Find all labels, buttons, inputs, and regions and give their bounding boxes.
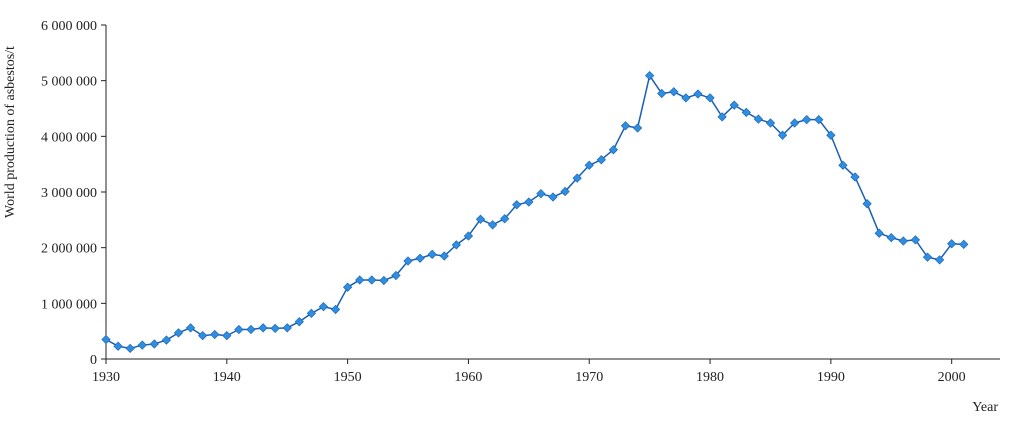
data-point <box>777 130 788 140</box>
data-point <box>282 323 292 333</box>
data-point <box>584 160 594 170</box>
data-point <box>681 93 691 103</box>
data-point <box>415 253 425 263</box>
data-point <box>741 107 751 118</box>
data-point <box>959 239 969 249</box>
y-axis-ticks: 0 1 000 000 2 000 000 3 000 000 4 000 000 5 0… <box>41 19 106 368</box>
y-tick-label: 6 000 000 <box>41 19 97 34</box>
data-point <box>850 172 860 182</box>
data-point <box>922 252 933 262</box>
data-point <box>439 251 449 261</box>
y-axis-title: World production of asbestos/t <box>3 46 18 218</box>
data-point <box>149 339 159 349</box>
data-point <box>536 189 546 199</box>
x-axis-title: Year <box>972 400 998 415</box>
data-point <box>318 302 329 312</box>
data-point <box>125 343 135 354</box>
data-point <box>838 160 848 170</box>
data-point <box>234 324 244 335</box>
data-point <box>947 239 957 249</box>
data-point <box>342 282 353 292</box>
data-point <box>198 330 208 341</box>
data-point <box>645 71 655 81</box>
data-point <box>270 323 280 334</box>
data-point <box>500 214 510 224</box>
x-tick-label: 2000 <box>938 370 966 385</box>
y-tick-label: 4 000 000 <box>41 130 97 145</box>
data-point <box>548 192 558 202</box>
y-tick-label: 1 000 000 <box>41 297 97 312</box>
data-point <box>246 324 256 335</box>
x-axis-ticks: 1930 1940 1950 1960 1970 1980 1990 2000 <box>92 359 966 385</box>
data-point <box>379 275 389 286</box>
data-point <box>222 330 232 341</box>
data-point <box>427 249 437 259</box>
data-point <box>572 173 582 183</box>
data-point <box>753 114 764 124</box>
data-point <box>355 275 365 285</box>
data-point <box>294 317 304 327</box>
data-point <box>862 199 872 209</box>
data-point <box>934 255 945 265</box>
data-point <box>874 228 884 238</box>
y-tick-label: 0 <box>90 353 97 368</box>
data-point <box>596 155 606 165</box>
data-point <box>403 256 413 266</box>
data-point <box>826 130 836 140</box>
data-point <box>330 304 341 315</box>
data-point <box>367 275 377 285</box>
data-point <box>620 121 631 131</box>
data-point <box>258 323 268 333</box>
data-point <box>451 240 461 250</box>
data-point <box>729 100 739 110</box>
data-point <box>173 328 184 338</box>
data-point <box>910 235 921 245</box>
series-line <box>105 74 964 350</box>
data-point <box>524 197 534 207</box>
data-point <box>512 200 522 210</box>
data-point <box>717 112 727 122</box>
x-tick-label: 1980 <box>696 370 724 385</box>
y-tick-label: 5 000 000 <box>41 75 97 90</box>
x-tick-label: 1990 <box>817 370 845 385</box>
axes <box>105 25 1000 360</box>
data-point <box>608 145 619 155</box>
data-point <box>391 270 401 281</box>
series-group <box>101 71 969 354</box>
data-point <box>560 186 570 197</box>
x-tick-label: 1960 <box>454 370 482 385</box>
y-tick-label: 2 000 000 <box>41 242 97 257</box>
data-point <box>306 308 317 318</box>
data-point <box>632 123 643 133</box>
data-point <box>185 323 196 333</box>
x-tick-label: 1970 <box>575 370 603 385</box>
data-point <box>693 89 703 99</box>
x-tick-label: 1930 <box>92 370 120 385</box>
data-point <box>487 220 498 230</box>
data-point <box>161 335 172 345</box>
data-point <box>137 340 147 350</box>
data-point <box>113 341 123 351</box>
data-point <box>898 236 908 246</box>
data-point <box>475 214 486 224</box>
data-point <box>886 233 896 243</box>
data-point <box>657 88 667 99</box>
y-tick-label: 3 000 000 <box>41 186 97 201</box>
data-point <box>802 115 812 125</box>
data-point <box>789 118 800 128</box>
x-tick-label: 1940 <box>213 370 241 385</box>
data-point <box>765 118 776 128</box>
data-point <box>705 93 715 103</box>
data-point <box>210 329 220 340</box>
data-point <box>669 87 679 97</box>
data-point <box>463 231 474 241</box>
data-point <box>814 115 824 125</box>
data-point <box>101 334 111 345</box>
x-tick-label: 1950 <box>334 370 362 385</box>
